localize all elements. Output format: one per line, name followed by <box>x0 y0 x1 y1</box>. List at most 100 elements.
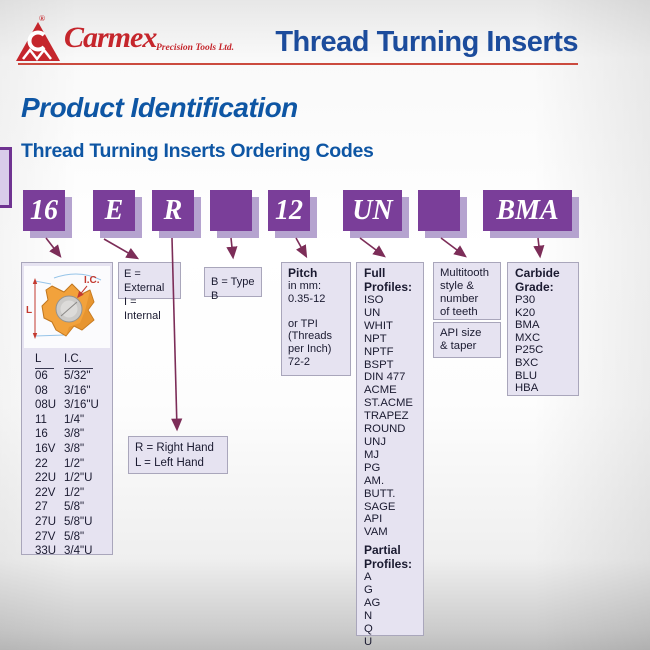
inscribed-circle-cell: 5/8"U <box>64 515 93 528</box>
size-code-cell: 27U <box>35 515 57 528</box>
panel-pitch: Pitch in mm: 0.35-12 or TPI (Threads per… <box>281 262 351 376</box>
inscribed-circle-cell: 3/4"U <box>64 545 93 558</box>
panel-external-internal: E = External I = Internal <box>118 262 181 322</box>
table-row: 27 5/8" <box>35 500 99 515</box>
inscribed-circle-cell: 5/8" <box>64 501 85 514</box>
panel-carbide-grade: Carbide Grade: P30 K20 BMA MXC P25C BXC BLU HBA <box>507 262 579 396</box>
panel-api-size: API size & taper <box>433 322 501 358</box>
profile-item: TRAPEZ <box>364 410 409 423</box>
page-title: Thread Turning Inserts <box>275 26 578 58</box>
profile-item: NPT <box>364 332 387 345</box>
grade-item: P25C <box>515 344 544 357</box>
table-row: 11 1/4" <box>35 413 99 428</box>
section-title: Product Identification <box>21 92 298 123</box>
size-code-cell: 11 <box>35 413 47 426</box>
grade-item: MXC <box>515 331 541 344</box>
table-row: 08U 3/16"U <box>35 398 99 413</box>
table-row: 22U 1/2"U <box>35 471 99 486</box>
grade-item: BMA <box>515 319 540 332</box>
inscribed-circle-cell: 3/16" <box>64 384 91 397</box>
section-subtitle: Thread Turning Inserts Ordering Codes <box>21 140 374 162</box>
profile-item: UN <box>364 306 381 319</box>
size-code-cell: 22V <box>35 486 56 499</box>
brand-name: Carmex <box>64 21 157 54</box>
table-row: 16 3/8" <box>35 427 99 442</box>
inscribed-circle-cell: 1/2"U <box>64 472 93 485</box>
carbide-grades-list: P30 K20 BMA MXC P25C BXC BLU HBA <box>515 294 571 395</box>
profile-item: BSPT <box>364 358 394 371</box>
registered-mark: ® <box>39 14 45 23</box>
code-segment-grade: BMA <box>483 190 572 231</box>
panel-type-b: B = Type B <box>204 267 262 302</box>
code-segment-multitooth <box>418 190 460 231</box>
size-code-cell: 33U <box>35 545 57 558</box>
inscribed-circle-cell: 1/4" <box>64 413 85 426</box>
profile-item: ACME <box>364 384 397 397</box>
panel-hand: R = Right Hand L = Left Hand <box>128 436 228 474</box>
inscribed-circle-cell: 3/8" <box>64 442 85 455</box>
code-segment-hand: R <box>152 190 194 231</box>
size-code-cell: 27V <box>35 530 56 543</box>
size-code-cell: 22U <box>35 472 57 485</box>
carbide-grade-title: Carbide Grade: <box>515 266 560 294</box>
profile-item: PG <box>364 461 381 474</box>
table-row: 22 1/2" <box>35 457 99 472</box>
grade-item: P30 <box>515 294 536 306</box>
table-row: 27U 5/8"U <box>35 515 99 530</box>
profile-item: NPTF <box>364 345 394 358</box>
pitch-title: Pitch <box>288 266 318 280</box>
profile-item: API <box>364 513 383 526</box>
size-code-cell: 08U <box>35 399 57 412</box>
inscribed-circle-cell: 5/8" <box>64 530 85 543</box>
full-profiles-title: Full Profiles: <box>364 266 413 294</box>
profile-item: MJ <box>364 448 380 461</box>
panel-profiles: Full Profiles: ISO UN WHIT NPT NPTF BSPT DIN 4… <box>356 262 424 648</box>
profile-item: AG <box>364 597 381 610</box>
inscribed-circle-cell: 1/2" <box>64 486 85 499</box>
table-row: 27V 5/8" <box>35 530 99 545</box>
column-header-l: L <box>35 351 54 369</box>
grade-item: K20 <box>515 306 536 319</box>
inscribed-circle-cell: 5/32" <box>64 370 91 382</box>
partial-profiles-list: A G AG N Q U <box>364 571 416 648</box>
code-segment-type <box>210 190 252 231</box>
profile-item: AM. BUTT. <box>364 474 396 500</box>
column-header-ic: I.C. <box>64 351 93 369</box>
profile-item: ISO <box>364 294 384 306</box>
table-row: 08 3/16" <box>35 384 99 399</box>
profile-item: VAM <box>364 526 388 539</box>
profile-item: UNJ <box>364 435 386 448</box>
code-segment-external-internal: E <box>93 190 135 231</box>
profile-item: ST.ACME <box>364 397 413 410</box>
grade-item: BXC <box>515 356 539 369</box>
profile-item: A <box>364 571 372 584</box>
profile-item: ROUND <box>364 423 406 436</box>
size-code-cell: 16 <box>35 428 48 441</box>
dimension-l-label: L <box>26 305 32 316</box>
carmex-logo-icon <box>16 22 60 62</box>
profile-item: SAGE <box>364 500 396 513</box>
profile-item: DIN 477 <box>364 371 406 384</box>
inscribed-circle-cell: 3/8" <box>64 428 85 441</box>
full-profiles-list: ISO UN WHIT NPT NPTF BSPT DIN 477 ACME ST.ACME TR… <box>364 294 416 539</box>
size-code-cell: 16V <box>35 442 56 455</box>
size-table-body: 06 5/32" 08 3/16" 08U 3/16"U 11 <box>35 369 99 559</box>
panel-insert-size: L I.C. L I.C. 06 5/32" 08 <box>21 262 113 557</box>
table-row: 33U 3/4"U <box>35 544 99 559</box>
left-edge-decoration <box>0 147 12 208</box>
code-segment-size: 16 <box>23 190 65 231</box>
grade-item: HBA <box>515 382 539 395</box>
size-code-cell: 06 <box>35 370 48 382</box>
partial-profiles-title: Partial Profiles: <box>364 543 413 571</box>
table-row: 06 5/32" <box>35 369 99 384</box>
size-code-cell: 08 <box>35 384 48 397</box>
header-divider <box>18 63 578 65</box>
size-code-cell: 27 <box>35 501 48 514</box>
grade-item: BLU <box>515 369 537 382</box>
size-code-cell: 22 <box>35 457 48 470</box>
brand-tagline: Precision Tools Ltd. <box>156 43 235 53</box>
profile-item: N <box>364 609 373 622</box>
profile-item: U <box>364 635 373 648</box>
dimension-ic-label: I.C. <box>84 275 100 286</box>
